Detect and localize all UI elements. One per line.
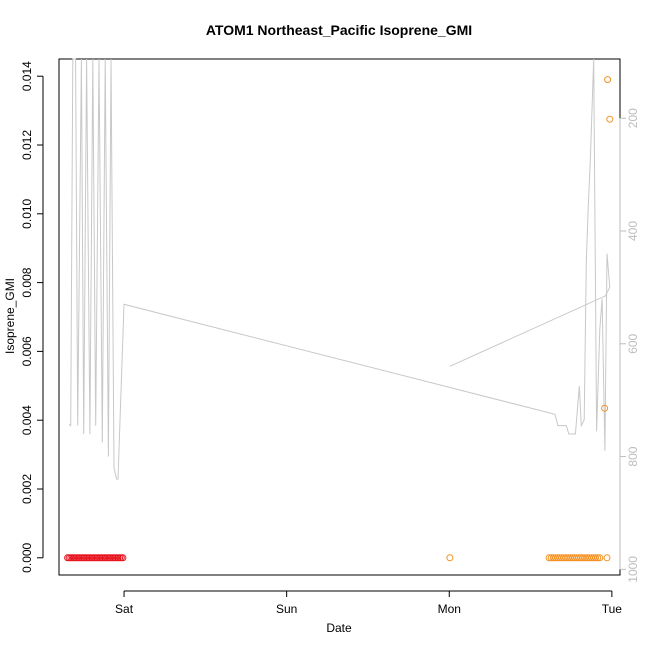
points-layer [64, 76, 614, 562]
pressure-layer [68, 58, 611, 480]
x-tick-label: Tue [602, 602, 623, 616]
data-point [596, 554, 604, 562]
x-tick-label: Mon [438, 602, 461, 616]
data-point [604, 76, 612, 84]
x-tick-label: Sun [276, 602, 297, 616]
data-point [119, 554, 127, 562]
x-tick-label: Sat [115, 602, 134, 616]
data-point [446, 554, 454, 562]
y-tick-label: 0.006 [20, 336, 34, 366]
y-axis-label: Isoprene_GMI [3, 278, 17, 354]
y-tick-label: 0.008 [20, 267, 34, 297]
y2-tick-label: 400 [626, 221, 640, 241]
y-tick-label: 0.010 [20, 198, 34, 228]
y2-tick-label: 800 [626, 446, 640, 466]
y-tick-label: 0.000 [20, 542, 34, 572]
y-tick-label: 0.014 [20, 61, 34, 91]
y-tick-label: 0.004 [20, 405, 34, 435]
y2-tick-label: 1000 [626, 556, 640, 583]
data-point [592, 554, 600, 562]
data-point [601, 404, 609, 412]
y-tick-label: 0.002 [20, 474, 34, 504]
axes-layer: Sat Sun Mon Tue 0.000 0.002 0.004 0.006 0.008 0.0… [20, 61, 640, 616]
data-point [594, 554, 602, 562]
data-point [603, 554, 611, 562]
y2-tick-label: 200 [626, 108, 640, 128]
y-tick-label: 0.012 [20, 130, 34, 160]
pressure-line [68, 58, 611, 480]
x-axis-label: Date [326, 621, 352, 635]
data-point [606, 115, 614, 123]
chart-title: ATOM1 Northeast_Pacific Isoprene_GMI [206, 22, 472, 38]
plot-frame [58, 58, 621, 576]
y2-tick-label: 600 [626, 333, 640, 353]
